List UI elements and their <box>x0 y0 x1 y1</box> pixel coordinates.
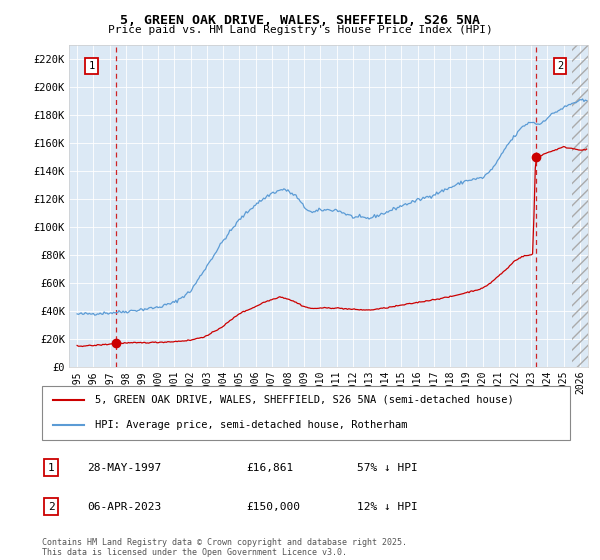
Text: HPI: Average price, semi-detached house, Rotherham: HPI: Average price, semi-detached house,… <box>95 419 407 430</box>
Text: 12% ↓ HPI: 12% ↓ HPI <box>357 502 418 512</box>
Bar <box>572 45 588 367</box>
Text: 5, GREEN OAK DRIVE, WALES, SHEFFIELD, S26 5NA (semi-detached house): 5, GREEN OAK DRIVE, WALES, SHEFFIELD, S2… <box>95 395 514 405</box>
Text: £16,861: £16,861 <box>246 463 293 473</box>
Text: £150,000: £150,000 <box>246 502 300 512</box>
Text: 57% ↓ HPI: 57% ↓ HPI <box>357 463 418 473</box>
Text: 06-APR-2023: 06-APR-2023 <box>87 502 161 512</box>
Text: 2: 2 <box>47 502 55 512</box>
Text: Price paid vs. HM Land Registry's House Price Index (HPI): Price paid vs. HM Land Registry's House … <box>107 25 493 35</box>
Text: Contains HM Land Registry data © Crown copyright and database right 2025.
This d: Contains HM Land Registry data © Crown c… <box>42 538 407 557</box>
Text: 5, GREEN OAK DRIVE, WALES, SHEFFIELD, S26 5NA: 5, GREEN OAK DRIVE, WALES, SHEFFIELD, S2… <box>120 14 480 27</box>
Text: 28-MAY-1997: 28-MAY-1997 <box>87 463 161 473</box>
Text: 2: 2 <box>557 61 563 71</box>
FancyBboxPatch shape <box>42 386 570 440</box>
Bar <box>572 45 588 367</box>
Text: 1: 1 <box>47 463 55 473</box>
Text: 1: 1 <box>88 61 95 71</box>
